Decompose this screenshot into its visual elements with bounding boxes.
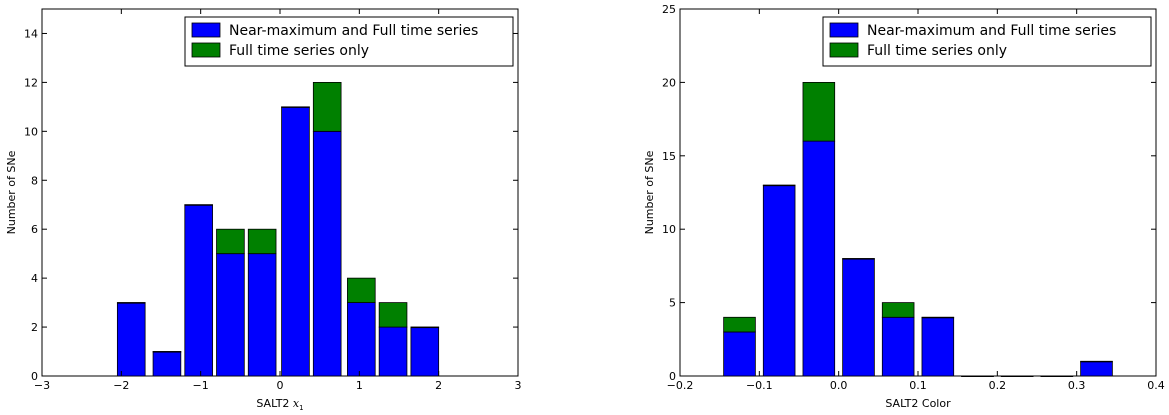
bars-right	[723, 82, 1113, 378]
bar-full-only-0	[116, 302, 146, 304]
chart-right-salt2-color: −0.2 −0.1 0.0 0.1 0.2 0.3 0.4 0 5 10 15 20 25 Number…	[643, 3, 1165, 410]
y-tick-label: 5	[669, 297, 676, 310]
bar-near-max-5	[281, 106, 310, 377]
x-tick-label: −2	[113, 379, 129, 392]
x-tick-label: −3	[34, 379, 50, 392]
bar-full-only-9	[410, 326, 440, 329]
x-tick-label: 3	[515, 379, 522, 392]
bar-near-max-9	[410, 326, 440, 377]
bar-full-only-7	[347, 277, 376, 303]
y-tick-label: 4	[31, 272, 38, 285]
ticks-right: −0.2 −0.1 0.0 0.1 0.2 0.3 0.4 0 5 10 15 20 25	[662, 3, 1165, 392]
x-tick-label: 2	[435, 379, 442, 392]
bar-near-max-3	[842, 258, 875, 377]
bar-full-only-3	[216, 228, 245, 255]
bar-full-only-3	[842, 258, 875, 260]
legend-label-full-only-right: Full time series only	[867, 43, 1007, 59]
bar-near-max-3	[216, 253, 245, 377]
x-tick-label: −0.1	[746, 379, 773, 392]
bar-full-only-2	[184, 204, 213, 206]
y-tick-label: 10	[662, 223, 676, 236]
x-axis-label-prefix: SALT2	[256, 397, 293, 410]
x-tick-label: 0	[277, 379, 284, 392]
bars-left	[116, 82, 440, 377]
bar-near-max-9	[1080, 360, 1113, 377]
x-tick-label: −1	[193, 379, 209, 392]
y-tick-label: 12	[24, 76, 38, 89]
x-tick-label: 1	[356, 379, 363, 392]
bar-full-only-5	[281, 106, 310, 108]
x-tick-label: 0.0	[830, 379, 848, 392]
y-tick-label: 0	[669, 370, 676, 383]
y-tick-label: 15	[662, 150, 676, 163]
bar-full-only-9	[1080, 360, 1113, 363]
bar-full-only-1	[152, 351, 182, 353]
x-tick-label: 0.2	[989, 379, 1007, 392]
legend-swatch-green-left	[191, 42, 221, 58]
x-tick-label: 0.1	[909, 379, 927, 392]
y-tick-label: 8	[31, 174, 38, 187]
x-axis-label-left: SALT2 x1	[256, 397, 303, 411]
x-axis-label-right: SALT2 Color	[885, 397, 951, 410]
bar-full-only-1	[762, 184, 796, 187]
bar-full-only-7	[1000, 375, 1034, 378]
y-tick-label: 25	[662, 3, 676, 16]
bar-near-max-4	[247, 253, 277, 377]
legend-frame-left	[184, 16, 514, 67]
bar-near-max-2	[184, 204, 213, 377]
x-tick-label: 0.4	[1147, 379, 1165, 392]
y-tick-label: 10	[24, 125, 38, 138]
bar-near-max-7	[347, 302, 376, 377]
legend-frame-right	[822, 16, 1152, 67]
y-tick-label: 6	[31, 223, 38, 236]
bar-full-only-8	[378, 302, 408, 328]
bar-near-max-2	[802, 140, 836, 377]
bar-full-only-4	[247, 228, 277, 255]
bar-full-only-4	[881, 302, 915, 318]
x-axis-label-sub: 1	[299, 404, 303, 411]
y-axis-label-right: Number of SNe	[643, 150, 656, 234]
bar-full-only-6	[961, 375, 994, 378]
y-axis-label-left: Number of SNe	[5, 150, 18, 234]
legend-label-near-maximum-left: Near-maximum and Full time series	[229, 23, 478, 39]
legend-left: Near-maximum and Full time series Full t…	[184, 16, 514, 67]
bar-near-max-5	[921, 316, 955, 377]
bar-full-only-5	[921, 316, 955, 319]
legend-swatch-green-right	[829, 42, 859, 58]
bar-near-max-1	[152, 351, 182, 377]
legend-swatch-blue-right	[829, 22, 859, 38]
bar-near-max-8	[378, 326, 408, 377]
legend-right: Near-maximum and Full time series Full t…	[822, 16, 1152, 67]
bar-full-only-6	[312, 82, 342, 132]
legend-swatch-blue-left	[191, 22, 221, 38]
bar-full-only-0	[723, 316, 756, 333]
y-tick-label: 14	[24, 27, 38, 40]
y-tick-label: 20	[662, 76, 676, 89]
bar-near-max-1	[762, 184, 796, 377]
bar-full-only-2	[802, 82, 836, 142]
y-tick-label: 0	[31, 370, 38, 383]
x-tick-label: −0.2	[667, 379, 694, 392]
y-tick-label: 2	[31, 321, 38, 334]
bar-near-max-4	[881, 316, 915, 377]
legend-label-full-only-left: Full time series only	[229, 43, 369, 59]
bar-full-only-8	[1040, 375, 1074, 378]
bar-near-max-0	[116, 302, 146, 377]
bar-near-max-6	[312, 130, 342, 377]
bar-near-max-0	[723, 331, 756, 377]
x-tick-label: 0.3	[1068, 379, 1086, 392]
x-axis-label-var: x	[293, 397, 300, 410]
legend-label-near-maximum-right: Near-maximum and Full time series	[867, 23, 1116, 39]
